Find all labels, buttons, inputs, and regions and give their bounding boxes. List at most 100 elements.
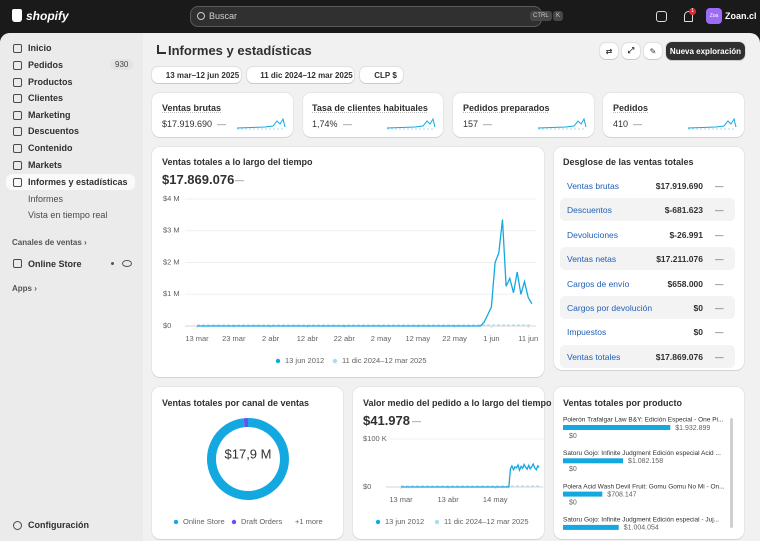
row-label[interactable]: Cargos de envío bbox=[567, 278, 630, 289]
y-tick-label: $0 bbox=[363, 482, 371, 491]
bar bbox=[563, 458, 624, 464]
row-label[interactable]: Ventas totales bbox=[567, 351, 621, 362]
y-tick-label: $3 M bbox=[163, 226, 180, 235]
store-icon[interactable] bbox=[656, 11, 667, 22]
x-tick-label: 11 jun bbox=[518, 334, 538, 343]
channel-item[interactable]: Online Store bbox=[28, 259, 82, 269]
nav-icon bbox=[13, 521, 22, 530]
apps-heading-text: Apps bbox=[12, 284, 32, 293]
currency-filter[interactable]: CLP $ bbox=[360, 67, 403, 83]
row-change: — bbox=[715, 181, 724, 191]
logo[interactable]: shopify bbox=[26, 9, 69, 23]
comparison-label: $0 bbox=[569, 499, 577, 506]
nav-icon bbox=[13, 144, 22, 153]
eye-icon[interactable] bbox=[122, 260, 132, 267]
channels-heading[interactable]: Canales de ventas › bbox=[12, 238, 87, 247]
store-name[interactable]: Zoan.cl bbox=[725, 11, 757, 21]
kpi-label: Ventas brutas bbox=[162, 103, 222, 113]
x-tick-label: 22 may bbox=[442, 334, 467, 343]
icon-button[interactable]: ⇄ bbox=[600, 43, 618, 59]
row-label[interactable]: Descuentos bbox=[567, 205, 612, 216]
nav-item[interactable]: Descuentos bbox=[28, 126, 80, 136]
nav-item[interactable]: Markets bbox=[28, 160, 63, 170]
row-value: $17.869.076 bbox=[655, 351, 703, 362]
x-tick-label: 1 jun bbox=[483, 334, 499, 343]
row-change: — bbox=[715, 278, 724, 289]
sub-nav-item[interactable]: Informes bbox=[28, 194, 64, 204]
primary-button[interactable]: Nueva exploración bbox=[666, 42, 745, 60]
x-tick-label: 14 may bbox=[483, 495, 508, 504]
value-label: $1.004.054 bbox=[624, 525, 659, 532]
legend-more: +1 more bbox=[295, 517, 323, 526]
bell-icon[interactable] bbox=[684, 11, 693, 22]
nav-item[interactable]: Clientes bbox=[28, 93, 64, 103]
bar bbox=[563, 425, 671, 430]
legend-label: 11 dic 2024–12 mar 2025 bbox=[444, 517, 529, 526]
row-change: — bbox=[715, 351, 724, 362]
nav-badge: 930 bbox=[110, 59, 134, 70]
comparison-label: $0 bbox=[569, 466, 577, 473]
product-name: Polera Acid Wash Devil Fruit: Gomu Gomu … bbox=[563, 483, 725, 490]
kpi-card[interactable] bbox=[152, 93, 293, 137]
avatar[interactable]: Zoa bbox=[706, 8, 722, 24]
notification-badge: 1 bbox=[689, 8, 696, 15]
nav-icon bbox=[13, 259, 22, 268]
shortcut-key: K bbox=[553, 11, 564, 21]
icon-button[interactable]: ⤢ bbox=[622, 43, 640, 59]
kpi-value: $17.919.690 bbox=[162, 119, 213, 129]
row-change: — bbox=[715, 327, 724, 338]
card-title: Desglose de las ventas totales bbox=[563, 157, 694, 167]
kpi-change: — bbox=[633, 119, 642, 129]
nav-item[interactable]: Marketing bbox=[28, 110, 71, 120]
nav-item[interactable]: Contenido bbox=[28, 143, 73, 153]
compare-filter[interactable]: 11 dic 2024–12 mar 2025 bbox=[247, 67, 354, 83]
row-label[interactable]: Devoluciones bbox=[567, 229, 619, 240]
icon-button[interactable]: ✎ bbox=[644, 43, 662, 59]
legend-dot bbox=[275, 358, 281, 364]
row-value: $17.919.690 bbox=[655, 181, 703, 191]
sidebar bbox=[0, 33, 143, 541]
row-label[interactable]: Cargos por devolución bbox=[567, 303, 653, 313]
legend-dot bbox=[332, 358, 338, 364]
kpi-label: Tasa de clientes habituales bbox=[312, 103, 428, 113]
nav-icon bbox=[13, 161, 22, 170]
product-name: Satoru Gojo: Infinite Judgment Edición e… bbox=[563, 517, 719, 524]
nav-item[interactable]: Inicio bbox=[28, 43, 52, 53]
nav-item[interactable]: Informes y estadísticas bbox=[28, 177, 128, 187]
sparkline bbox=[687, 117, 737, 129]
kpi-card[interactable] bbox=[303, 93, 443, 137]
row-value: $658.000 bbox=[667, 278, 703, 289]
nav-icon bbox=[13, 78, 22, 87]
sub-nav-item[interactable]: Vista en tiempo real bbox=[28, 210, 108, 220]
kpi-value: 157 bbox=[463, 119, 479, 129]
legend-label: Draft Orders bbox=[241, 517, 283, 526]
y-tick-label: $4 M bbox=[163, 194, 180, 203]
legend-label: Online Store bbox=[183, 517, 225, 526]
x-tick-label: 13 mar bbox=[185, 334, 209, 343]
date-filter[interactable]: 13 mar–12 jun 2025 bbox=[152, 67, 241, 83]
nav-icon bbox=[13, 178, 22, 187]
row-label[interactable]: Ventas brutas bbox=[567, 181, 619, 191]
bar bbox=[563, 491, 603, 497]
card-title: Ventas totales por canal de ventas bbox=[162, 398, 310, 408]
aov-card bbox=[353, 387, 544, 539]
nav-item[interactable]: Productos bbox=[28, 77, 73, 87]
total-value: $17.869.076 bbox=[162, 172, 235, 187]
series-line bbox=[401, 462, 540, 488]
row-label[interactable]: Ventas netas bbox=[567, 254, 617, 265]
row-value: $0 bbox=[693, 303, 703, 313]
row-value: $0 bbox=[693, 327, 703, 338]
value-label: $1.082.158 bbox=[628, 458, 663, 465]
row-bg bbox=[560, 198, 735, 222]
settings-item[interactable]: Configuración bbox=[28, 520, 89, 530]
bar bbox=[563, 524, 619, 530]
row-label[interactable]: Impuestos bbox=[567, 327, 607, 338]
kpi-card[interactable] bbox=[603, 93, 744, 137]
nav-item[interactable]: Pedidos bbox=[28, 60, 64, 70]
row-bg bbox=[560, 344, 735, 368]
apps-heading[interactable]: Apps › bbox=[12, 284, 37, 293]
scrollbar[interactable] bbox=[730, 418, 733, 528]
nav-icon bbox=[13, 94, 22, 103]
kpi-card[interactable] bbox=[453, 93, 594, 137]
x-tick-label: 13 abr bbox=[437, 495, 459, 504]
